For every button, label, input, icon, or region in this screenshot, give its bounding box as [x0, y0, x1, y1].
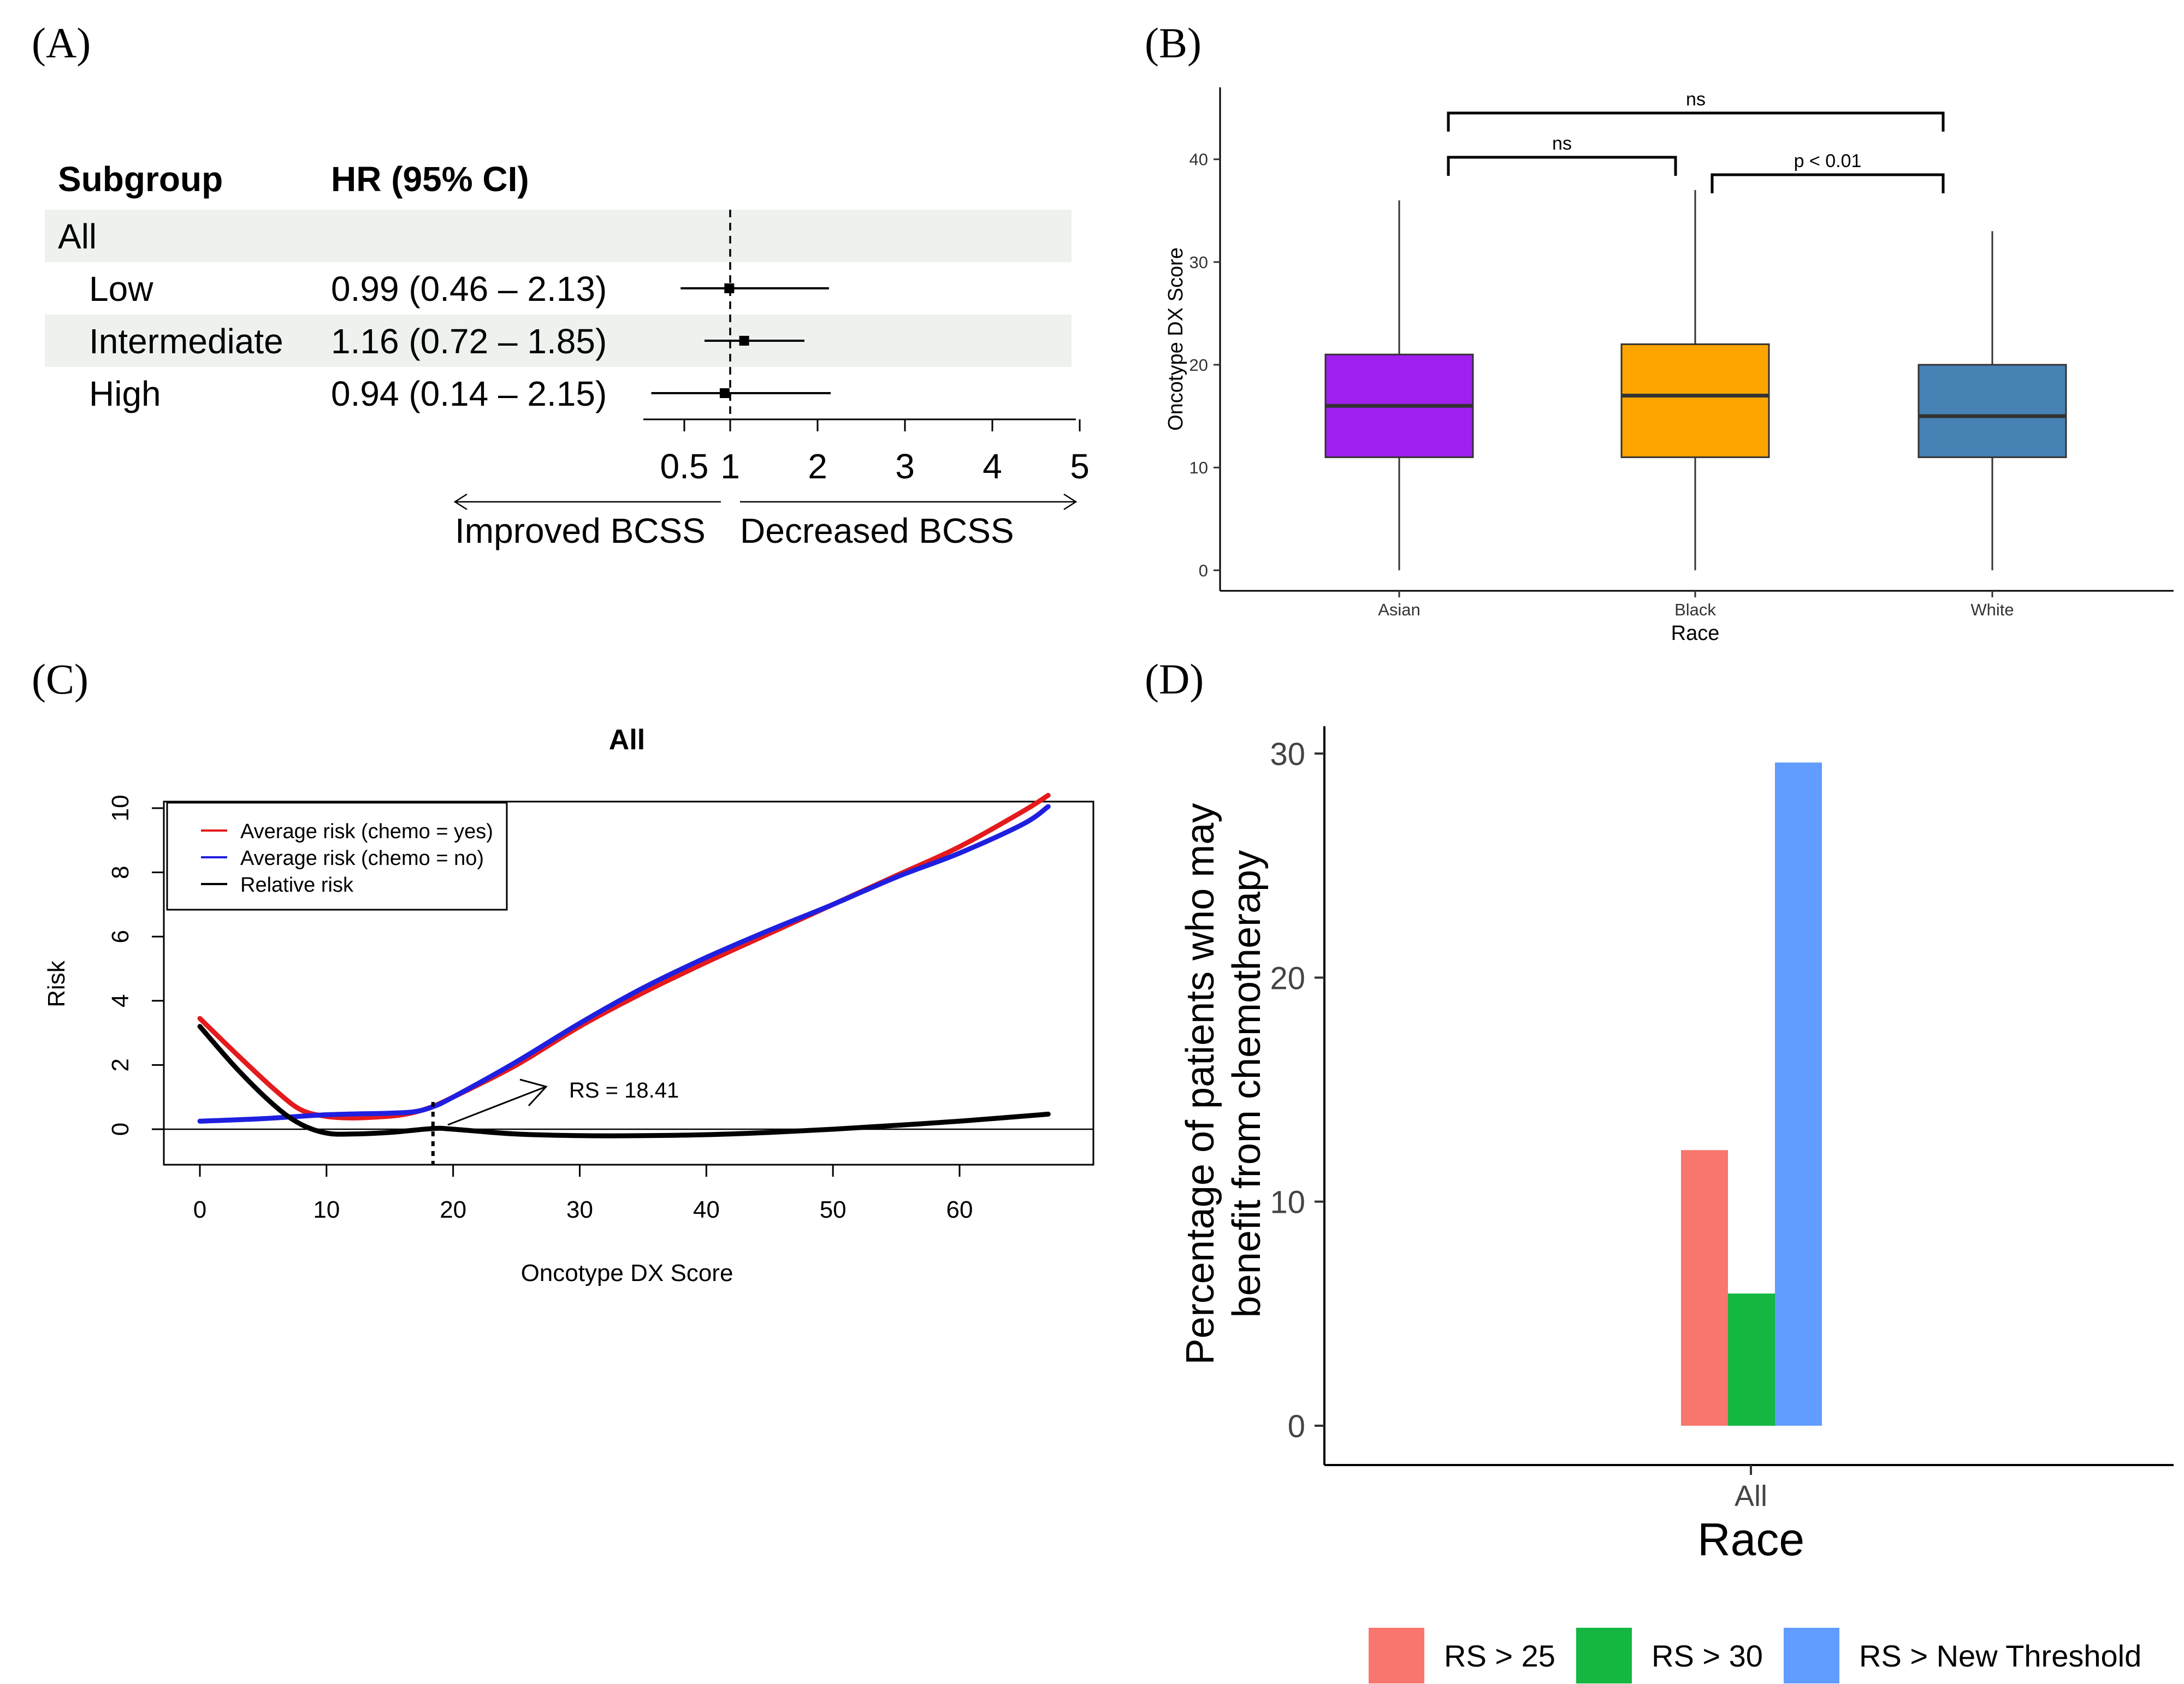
bar-y-label-line1: Percentage of patients who may [1179, 803, 1222, 1365]
panel-label-a: (A) [32, 19, 91, 67]
rs-arrow-head [519, 1078, 548, 1107]
all-row-label: All [58, 217, 97, 256]
bar-legend-label-2: RS > New Threshold [1859, 1639, 2141, 1673]
box-ytick-label-2: 20 [1189, 355, 1208, 375]
hr-point-low [724, 283, 735, 293]
panel-label-d: (D) [1145, 655, 1204, 703]
iqr-box-white [1917, 364, 2067, 458]
bar-legend-swatch-2 [1784, 1628, 1839, 1683]
comparison-label-1: ns [1552, 133, 1572, 154]
forest-tick-label-3: 3 [895, 447, 915, 486]
forest-plot-panel: Subgroup HR (95% CI) All Low 0.99 (0.46 … [45, 159, 1090, 550]
risk-ytick-label-2: 4 [107, 994, 134, 1007]
comparison-label-2: p < 0.01 [1794, 151, 1862, 171]
rs-annotation: RS = 18.41 [569, 1078, 679, 1102]
box-ytick-label-3: 30 [1189, 253, 1208, 272]
all-row-shade [45, 210, 1072, 262]
comparison-bracket-0 [1447, 111, 1945, 132]
relative-risk-line [197, 1024, 1051, 1139]
rs-arrow-line [447, 1086, 547, 1126]
row-label-low: Low [89, 269, 153, 309]
comparison-bracket-1 [1447, 156, 1677, 176]
box-xtick-label-1: Black [1674, 600, 1716, 619]
risk-xtick-label-1: 10 [313, 1196, 340, 1223]
boxplot-x-label: Race [1671, 622, 1720, 645]
box-ytick-label-4: 40 [1189, 150, 1208, 169]
risk-xtick-label-4: 40 [693, 1196, 720, 1223]
bar-rs-25 [1681, 1150, 1728, 1426]
risk-xtick-label-0: 0 [193, 1196, 206, 1223]
forest-tick-label-0: 0.5 [660, 447, 709, 486]
bar-rs-30 [1728, 1293, 1775, 1426]
avg-risk-chemo-no-line [197, 804, 1051, 1124]
decreased-arrow-head [1063, 493, 1078, 511]
risk-legend-label-0: Average risk (chemo = yes) [240, 820, 493, 843]
box-xtick-label-0: Asian [1378, 600, 1421, 619]
panel-label-b: (B) [1145, 19, 1202, 67]
risk-xtick-label-5: 50 [820, 1196, 847, 1223]
forest-tick-label-1: 1 [720, 447, 740, 486]
risk-xtick-label-2: 20 [440, 1196, 466, 1223]
decreased-bcss-label: Decreased BCSS [740, 511, 1014, 550]
box-ytick-label-1: 10 [1189, 458, 1208, 477]
box-ytick-label-0: 0 [1199, 561, 1208, 580]
forest-tick-label-5: 5 [1070, 447, 1090, 486]
row-hr-intermediate: 1.16 (0.72 – 1.85) [331, 322, 607, 361]
risk-ytick-label-1: 2 [107, 1058, 134, 1071]
row-label-intermediate: Intermediate [89, 322, 283, 361]
forest-tick-label-4: 4 [982, 447, 1002, 486]
improved-bcss-label: Improved BCSS [455, 511, 706, 550]
bar-ytick-label-3: 30 [1270, 737, 1305, 772]
row-hr-high: 0.94 (0.14 – 2.15) [331, 374, 607, 413]
comparison-label-0: ns [1686, 89, 1706, 110]
hr-header: HR (95% CI) [331, 159, 529, 199]
boxplot-y-label: Oncotype DX Score [1164, 247, 1187, 431]
hr-point-intermediate [739, 336, 749, 346]
risk-xtick-label-3: 30 [566, 1196, 593, 1223]
panel-label-c: (C) [32, 655, 88, 703]
bar-ytick-label-0: 0 [1288, 1409, 1305, 1444]
risk-legend-label-2: Relative risk [240, 874, 354, 897]
risk-ytick-label-5: 10 [107, 795, 134, 822]
subgroup-header: Subgroup [58, 159, 223, 199]
risk-xtick-label-6: 60 [946, 1196, 973, 1223]
risk-curve-panel: All 0 10 20 30 40 50 60 0 2 4 6 8 10 RS = 18.41 Aver… [43, 724, 1094, 1286]
bar-legend-swatch-0 [1369, 1628, 1424, 1683]
box-xtick-label-2: White [1970, 600, 2014, 619]
bar-legend-label-0: RS > 25 [1444, 1639, 1555, 1673]
risk-y-label: Risk [43, 960, 70, 1007]
bar-ytick-label-1: 10 [1270, 1185, 1305, 1220]
bar-y-label: Percentage of patients who may benefit f… [1179, 803, 1269, 1365]
bar-xtick-label-0: All [1735, 1480, 1767, 1513]
risk-ytick-label-0: 0 [107, 1123, 134, 1136]
boxplot-panel: 0 10 20 30 40 Asian Black White ns ns p < 0.01 Ra… [1164, 87, 2174, 645]
forest-tick-label-2: 2 [808, 447, 827, 486]
risk-plot-frame [163, 801, 1094, 1166]
bar-x-label: Race [1697, 1514, 1804, 1565]
bar-legend-label-1: RS > 30 [1652, 1639, 1763, 1673]
intermediate-row-shade [45, 315, 1072, 367]
risk-ytick-label-4: 8 [107, 865, 134, 879]
row-label-high: High [89, 374, 161, 413]
bar-legend-swatch-1 [1576, 1628, 1632, 1683]
risk-x-label: Oncotype DX Score [521, 1260, 733, 1286]
iqr-box-black [1620, 343, 1770, 458]
hr-point-high [719, 388, 730, 398]
bar-chart-panel: 0 10 20 30 All Race Percentage of patients w… [1179, 726, 2174, 1683]
bar-ytick-label-2: 20 [1270, 960, 1305, 996]
bar-rs-new-threshold [1775, 762, 1822, 1426]
row-hr-low: 0.99 (0.46 – 2.13) [331, 269, 607, 309]
improved-arrow-head [453, 493, 467, 511]
risk-chart-title: All [609, 724, 645, 756]
comparison-bracket-2 [1710, 173, 1945, 193]
bar-y-label-line2: benefit from chemotherapy [1225, 850, 1269, 1318]
risk-legend-label-1: Average risk (chemo = no) [240, 847, 484, 870]
risk-ytick-label-3: 6 [107, 930, 134, 943]
